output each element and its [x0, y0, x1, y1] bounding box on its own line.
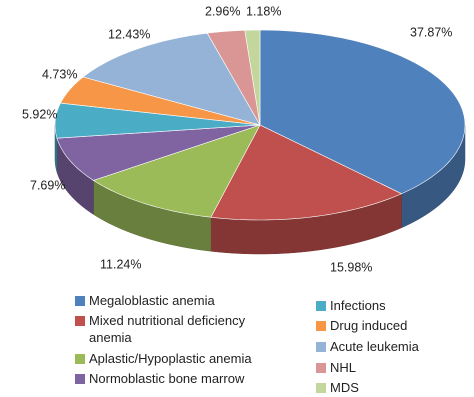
slice [244, 29, 261, 126]
data-label: 37.87% [410, 25, 452, 39]
data-label: 15.98% [330, 260, 372, 274]
data-label: 2.96% [205, 4, 240, 18]
legend-swatch [75, 296, 85, 306]
legend-swatch [316, 363, 326, 373]
legend-label: Mixed nutritional deficiency anemia [89, 313, 246, 345]
legend-swatch [75, 374, 85, 384]
legend-label: Drug induced [330, 318, 408, 333]
legend-label: Aplastic/Hypoplastic anemia [89, 351, 252, 366]
legend-label: Acute leukemia [330, 339, 419, 354]
legend-label: Megaloblastic anemia [89, 293, 215, 308]
slice [206, 29, 261, 126]
data-label: 7.69% [30, 178, 65, 192]
slice [92, 124, 261, 218]
data-label: 1.18% [246, 4, 281, 18]
data-label: 11.24% [100, 257, 141, 271]
slice [56, 124, 261, 181]
legend-label: Normoblastic bone marrow [89, 371, 245, 386]
legend-label: MDS [330, 380, 359, 395]
slice [60, 76, 261, 126]
legend-label: Infections [330, 298, 386, 313]
slice [82, 32, 261, 126]
legend-swatch [316, 301, 326, 311]
data-label: 12.43% [108, 27, 150, 41]
data-label: 4.73% [42, 67, 77, 81]
data-label: 5.92% [22, 107, 57, 121]
slice [210, 124, 403, 221]
slice [259, 29, 466, 195]
legend-swatch [316, 321, 326, 331]
legend-swatch [75, 354, 85, 364]
legend-swatch [316, 383, 326, 393]
legend-label: NHL [330, 360, 357, 375]
legend-swatch [316, 342, 326, 352]
slice [54, 102, 261, 139]
legend-swatch [75, 316, 85, 326]
